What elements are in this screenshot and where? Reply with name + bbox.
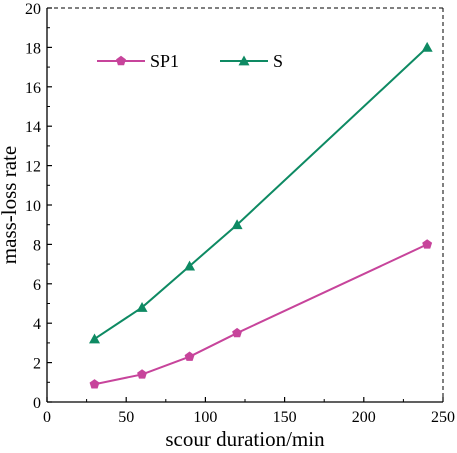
x-tick-label: 250 — [431, 409, 455, 426]
series-line-sp1 — [94, 243, 428, 386]
x-tick-label: 200 — [352, 409, 376, 426]
data-point-s — [231, 219, 243, 230]
legend-label-sp1: SP1 — [150, 51, 179, 71]
y-tick-label: 10 — [25, 198, 41, 215]
y-tick-label: 8 — [33, 237, 41, 254]
data-point-s — [421, 41, 433, 52]
data-point-sp1 — [89, 379, 100, 389]
x-axis-title: scour duration/min — [165, 427, 325, 451]
y-tick-label: 18 — [25, 40, 41, 57]
legend-item-sp1: SP1 — [97, 51, 179, 71]
data-point-sp1 — [422, 239, 433, 249]
series-line-s — [93, 46, 428, 340]
legend: SP1 S — [97, 51, 283, 71]
x-tick-label: 150 — [273, 409, 297, 426]
y-tick-label: 20 — [25, 1, 41, 18]
data-point-s — [184, 260, 196, 271]
y-tick-label: 12 — [25, 159, 41, 176]
data-point-sp1 — [184, 351, 195, 361]
x-axis-ticks: 0 50 100 150 200 250 — [43, 397, 455, 426]
y-tick-label: 2 — [33, 356, 41, 373]
x-tick-label: 50 — [118, 409, 134, 426]
legend-marker-s — [238, 55, 250, 66]
legend-item-s: S — [220, 51, 283, 71]
y-axis-title: mass-loss rate — [0, 146, 21, 264]
series-layer — [89, 41, 433, 389]
data-point-sp1 — [232, 327, 243, 338]
data-point-sp1 — [137, 369, 147, 379]
y-axis-ticks: 0 2 4 6 8 10 12 14 16 18 20 — [25, 1, 52, 412]
y-tick-label: 4 — [33, 316, 41, 333]
x-tick-label: 100 — [193, 409, 217, 426]
y-tick-label: 6 — [33, 277, 41, 294]
data-point-s — [89, 333, 101, 344]
plot-frame — [46, 7, 444, 403]
y-tick-label: 14 — [25, 119, 41, 136]
series-s — [89, 41, 433, 344]
y-tick-label: 16 — [25, 80, 41, 97]
data-point-s — [136, 301, 148, 312]
legend-label-s: S — [273, 51, 283, 71]
x-tick-label: 0 — [43, 409, 51, 426]
series-sp1 — [89, 239, 433, 389]
legend-marker-sp1 — [116, 55, 126, 66]
y-tick-label: 0 — [33, 395, 41, 412]
